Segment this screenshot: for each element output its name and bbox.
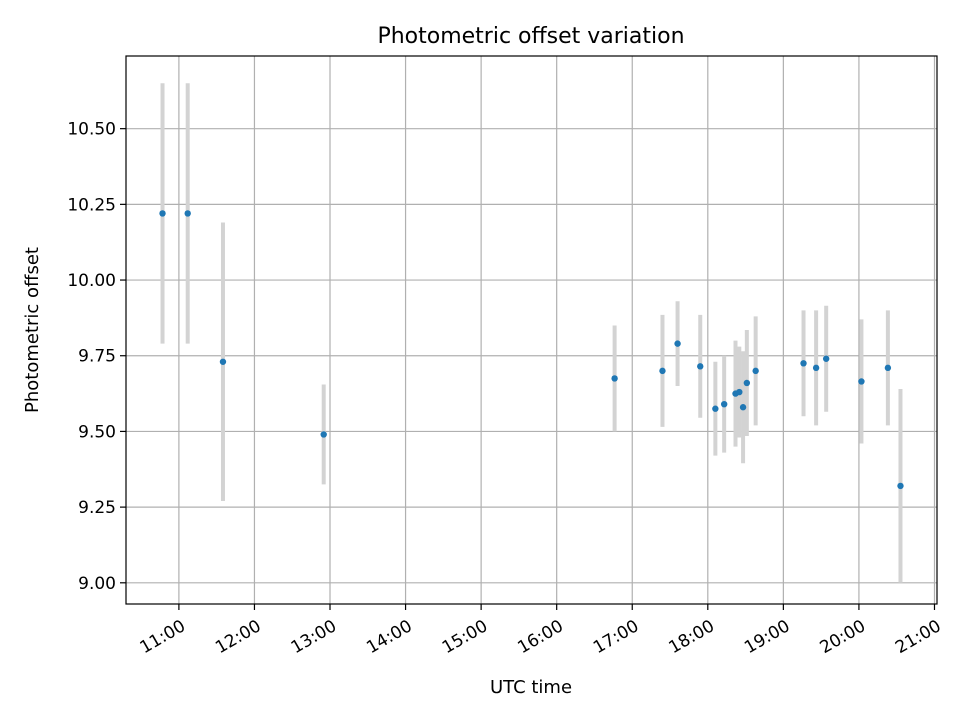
x-axis-label: UTC time xyxy=(490,677,572,698)
data-point xyxy=(822,355,830,362)
data-point xyxy=(320,431,327,438)
chart-title: Photometric offset variation xyxy=(377,24,684,49)
data-point xyxy=(219,358,227,365)
x-tick-label: 21:00 xyxy=(892,616,944,658)
x-tick-label: 13:00 xyxy=(288,616,340,658)
data-points xyxy=(159,210,904,490)
y-tick-label: 9.75 xyxy=(78,347,116,367)
data-point xyxy=(720,400,728,408)
data-point xyxy=(858,378,865,385)
y-tick-label: 9.25 xyxy=(78,498,116,518)
grid xyxy=(126,56,937,604)
x-tick-label: 20:00 xyxy=(817,616,869,658)
y-tick-label: 9.00 xyxy=(78,574,116,594)
data-point xyxy=(611,375,618,382)
x-axis-ticks: 11:00 12:00 13:00 14:00 15:00 16:00 17:00 18:00… xyxy=(137,604,945,658)
x-tick-label: 18:00 xyxy=(666,616,718,658)
data-point xyxy=(184,210,191,217)
y-tick-label: 9.50 xyxy=(78,422,116,442)
data-point xyxy=(743,379,751,387)
data-point xyxy=(674,340,681,347)
x-tick-label: 19:00 xyxy=(741,616,793,658)
data-point xyxy=(697,363,704,370)
x-tick-label: 16:00 xyxy=(514,616,566,658)
data-point xyxy=(659,367,666,375)
x-tick-label: 14:00 xyxy=(363,616,415,658)
y-axis-ticks: 9.00 9.25 9.50 9.75 10.00 10.25 10.50 xyxy=(67,120,126,594)
data-point xyxy=(800,360,807,367)
data-point xyxy=(884,364,892,372)
x-tick-label: 11:00 xyxy=(137,616,189,658)
x-tick-label: 17:00 xyxy=(590,616,642,658)
y-tick-label: 10.25 xyxy=(67,195,116,215)
plot-area-frame xyxy=(125,55,938,605)
data-point xyxy=(159,210,166,217)
data-point xyxy=(712,405,719,412)
x-tick-label: 15:00 xyxy=(439,616,491,658)
data-point xyxy=(752,367,759,375)
x-tick-label: 12:00 xyxy=(212,616,264,658)
y-axis-label: Photometric offset xyxy=(22,247,43,413)
y-tick-label: 10.50 xyxy=(67,120,116,140)
data-point xyxy=(739,404,747,411)
data-point xyxy=(736,388,743,396)
y-tick-label: 10.00 xyxy=(67,271,116,291)
data-point xyxy=(897,482,904,490)
error-bars xyxy=(160,83,903,583)
data-point xyxy=(812,364,820,372)
